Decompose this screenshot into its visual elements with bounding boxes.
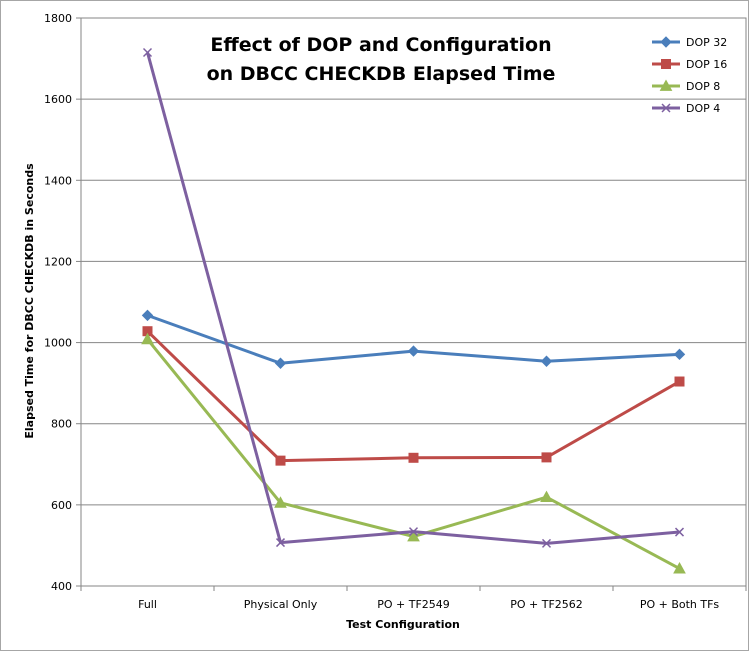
data-point (540, 490, 553, 503)
legend-item: DOP 8 (652, 79, 720, 93)
y-tick-label: 600 (51, 499, 72, 512)
legend-swatch-marker (659, 79, 673, 91)
series-line (146, 52, 680, 545)
series-dop-32 (141, 309, 686, 369)
legend: DOP 32 DOP 16 DOP 8 DOP 4 (652, 36, 727, 115)
series-dop-4 (142, 47, 685, 548)
legend-label: DOP 8 (686, 80, 720, 93)
x-tick-label: PO + Both TFs (640, 598, 720, 611)
data-point (673, 348, 686, 361)
data-point (142, 47, 153, 58)
data-point (275, 538, 286, 548)
data-point (541, 452, 552, 463)
x-tick-labels: Full Physical Only PO + TF2549 PO + TF2562 P… (80, 586, 747, 611)
chart-title-line-1: Effect of DOP and Configuration (210, 34, 551, 56)
legend-item: DOP 16 (652, 58, 727, 71)
data-point (141, 332, 154, 345)
data-point (408, 527, 419, 537)
x-axis-title: Test Configuration (346, 618, 460, 631)
data-point (274, 496, 287, 508)
legend-label: DOP 32 (686, 36, 727, 49)
data-point (407, 345, 420, 357)
x-tick-label: PO + TF2562 (510, 598, 583, 611)
legend-label: DOP 16 (686, 58, 727, 71)
data-point (407, 529, 420, 542)
x-tick-label: Full (138, 598, 157, 611)
data-point (141, 309, 154, 322)
data-point (673, 562, 686, 574)
legend-label: DOP 4 (686, 102, 720, 115)
y-tick-label: 1800 (44, 12, 72, 25)
data-point (540, 355, 553, 367)
y-tick-labels: 400 600 800 1000 1200 1400 1600 1800 (44, 12, 81, 593)
data-point (408, 452, 419, 463)
legend-swatch-marker (661, 103, 671, 113)
legend-item: DOP 32 (652, 36, 727, 49)
y-tick-label: 1600 (44, 93, 72, 106)
legend-swatch-marker (660, 36, 672, 48)
legend-swatch-marker (661, 59, 671, 69)
data-point (274, 357, 287, 369)
chart-title-line-2: on DBCC CHECKDB Elapsed Time (207, 63, 556, 85)
y-tick-label: 1400 (44, 174, 72, 187)
data-point (275, 455, 286, 466)
series-dop-8 (141, 332, 686, 574)
plot-area (80, 17, 747, 587)
series-group (141, 47, 686, 574)
gridlines (81, 98, 746, 506)
series-dop-16 (142, 326, 685, 466)
data-point (541, 538, 552, 548)
y-tick-label: 1200 (44, 255, 72, 268)
y-axis-title: Elapsed Time for DBCC CHECKDB in Seconds (23, 163, 36, 439)
y-tick-label: 400 (51, 580, 72, 593)
y-tick-label: 800 (51, 418, 72, 431)
x-tick-label: Physical Only (244, 598, 318, 611)
data-point (674, 527, 685, 537)
data-point (674, 376, 685, 387)
legend-item: DOP 4 (652, 102, 720, 115)
y-tick-label: 1000 (44, 337, 72, 350)
x-tick-label: PO + TF2549 (377, 598, 450, 611)
